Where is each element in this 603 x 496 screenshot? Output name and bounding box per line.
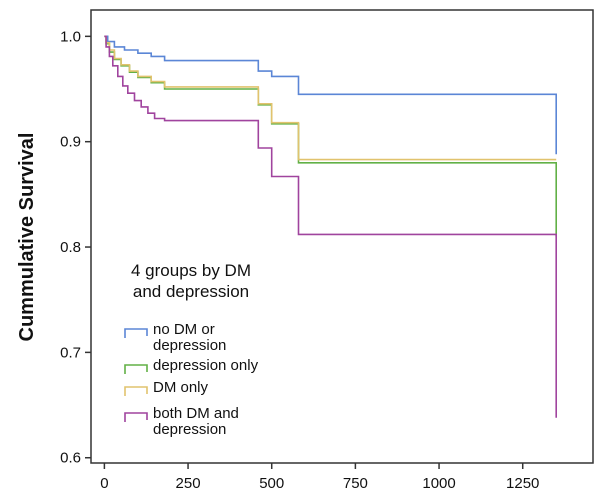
x-tick-label: 750 bbox=[343, 475, 368, 492]
legend-swatch-0 bbox=[124, 328, 148, 338]
y-tick-label: 0.6 bbox=[60, 450, 81, 467]
legend-label-2: DM only bbox=[153, 379, 209, 396]
legend-label-0: no DM or bbox=[153, 321, 215, 338]
legend-title: and depression bbox=[133, 282, 249, 301]
series-line-3 bbox=[104, 35, 557, 418]
legend-label-3: both DM and bbox=[153, 405, 239, 422]
x-tick-label: 0 bbox=[100, 475, 108, 492]
legend-label-1: depression only bbox=[153, 357, 259, 374]
axis-ticks: 0.6 0.7 0.8 0.9 1.0 0 250 500 750 1000 1250 bbox=[60, 28, 539, 492]
legend-label-3: depression bbox=[153, 421, 226, 438]
plot-frame bbox=[90, 9, 594, 464]
x-tick-label: 250 bbox=[176, 475, 201, 492]
legend-label-0: depression bbox=[153, 337, 226, 354]
y-tick-label: 0.8 bbox=[60, 239, 81, 256]
legend-swatch-1 bbox=[124, 364, 148, 374]
y-tick-label: 0.7 bbox=[60, 344, 81, 361]
legend-title: 4 groups by DM bbox=[131, 261, 251, 280]
y-tick-label: 1.0 bbox=[60, 28, 81, 45]
series-layer bbox=[104, 35, 557, 418]
x-tick-label: 1250 bbox=[506, 475, 539, 492]
series-line-2 bbox=[104, 35, 557, 161]
series-line-0 bbox=[104, 35, 557, 155]
y-axis-label: Cummulative Survival bbox=[16, 133, 38, 342]
legend-swatch-3 bbox=[124, 412, 148, 422]
x-tick-label: 1000 bbox=[422, 475, 455, 492]
legend-swatch-2 bbox=[124, 386, 148, 396]
x-tick-label: 500 bbox=[259, 475, 284, 492]
y-tick-label: 0.9 bbox=[60, 134, 81, 151]
